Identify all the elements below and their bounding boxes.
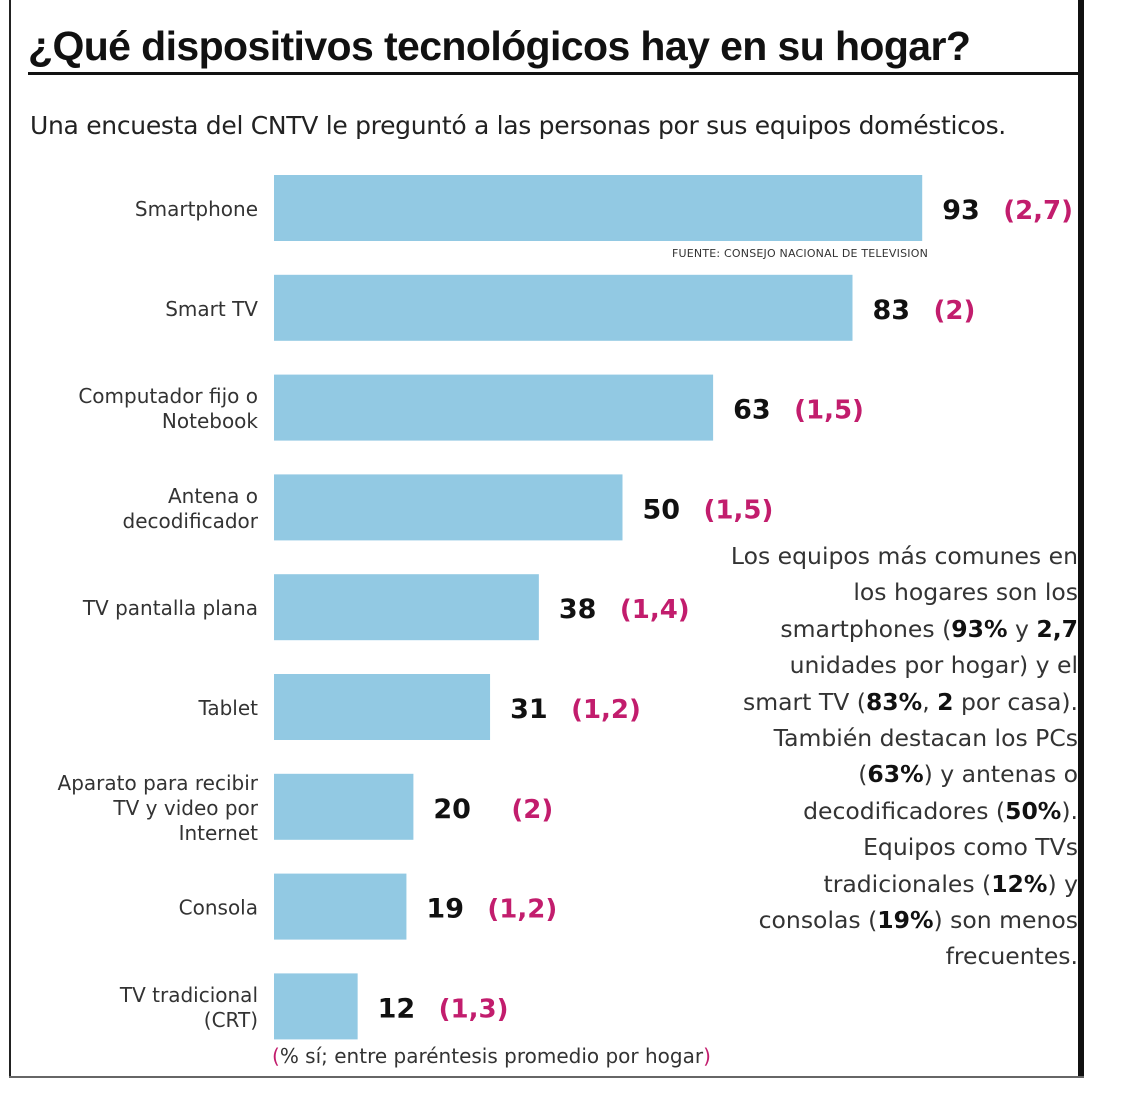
category-label-2-line-0: Computador fijo o <box>78 384 258 408</box>
annotation-segment: Los equipos más comunes en los hogares s… <box>730 542 1078 643</box>
value-label-8: 12 <box>378 993 416 1024</box>
annotation-highlight: 2 <box>937 687 954 716</box>
category-label-0: Smartphone <box>135 197 258 221</box>
annotation-segment: ) y antenas o decodificadores ( <box>803 760 1078 825</box>
bar-4 <box>274 574 539 641</box>
average-label-2: (1,5) <box>794 396 864 426</box>
annotation-highlight: 12% <box>991 869 1048 898</box>
average-label-0: (2,7) <box>1003 196 1073 226</box>
chart-subtitle: Una encuesta del CNTV le preguntó a las … <box>30 111 1006 140</box>
average-label-1: (2) <box>934 296 976 326</box>
annotation-highlight: 2,7 <box>1036 614 1078 643</box>
value-label-4: 38 <box>559 594 597 625</box>
annotation-segment: unidades por hogar) y el smart TV ( <box>742 651 1078 716</box>
annotation-segment: , <box>922 687 938 716</box>
value-label-5: 31 <box>510 694 548 725</box>
value-label-2: 63 <box>733 395 771 426</box>
category-label-6-line-1: TV y video por <box>112 796 258 820</box>
average-label-5: (1,2) <box>571 695 641 725</box>
annotation-highlight: 19% <box>877 906 934 935</box>
bar-0 <box>274 175 923 241</box>
annotation-highlight: 63% <box>867 760 924 789</box>
annotation-segment: por casa). También destacan los PCs ( <box>773 687 1078 789</box>
bar-1 <box>274 274 853 341</box>
category-label-7: Consola <box>179 896 258 920</box>
frame-left-border <box>9 0 11 1078</box>
value-label-1: 83 <box>873 295 911 326</box>
value-label-3: 50 <box>643 494 681 525</box>
value-label-0: 93 <box>942 195 980 226</box>
source-credit: FUENTE: CONSEJO NACIONAL DE TELEVISION <box>672 247 928 260</box>
average-label-4: (1,4) <box>620 595 690 625</box>
annotation-segment: ) y consolas ( <box>758 869 1078 935</box>
annotation-text: Los equipos más comunes en los hogares s… <box>720 538 1078 975</box>
category-label-8-line-1: (CRT) <box>204 1008 258 1032</box>
annotation-highlight: 50% <box>1005 796 1062 825</box>
category-label-3-line-1: decodificador <box>123 509 259 533</box>
footnote-open-paren: ( <box>272 1044 280 1068</box>
annotation-segment: ) son menos frecuentes. <box>933 906 1079 971</box>
frame-right-border <box>1078 0 1084 1078</box>
category-label-8-line-0: TV tradicional <box>119 983 258 1007</box>
chart-footnote: (% sí; entre paréntesis promedio por hog… <box>272 1044 711 1068</box>
category-label-2-line-1: Notebook <box>162 409 259 433</box>
bar-5 <box>274 674 491 740</box>
category-label-5: Tablet <box>197 696 258 720</box>
bar-3 <box>274 474 623 541</box>
bar-8 <box>274 973 358 1040</box>
category-label-4: TV pantalla plana <box>82 596 258 620</box>
bar-7 <box>274 873 407 940</box>
category-label-6-line-0: Aparato para recibir <box>58 771 259 795</box>
average-label-6: (2) <box>511 795 553 825</box>
average-label-8: (1,3) <box>439 994 509 1024</box>
average-label-3: (1,5) <box>704 495 774 525</box>
category-label-1: Smart TV <box>165 297 258 321</box>
annotation-highlight: 83% <box>865 687 923 716</box>
bar-2 <box>274 374 714 441</box>
annotation-segment: ). Equipos como TVs tradicionales ( <box>823 796 1078 898</box>
category-label-3-line-0: Antena o <box>168 484 258 508</box>
value-label-6: 20 <box>433 794 471 825</box>
annotation-segment: y <box>1007 614 1037 643</box>
chart-title: ¿Qué dispositivos tecnológicos hay en su… <box>28 23 971 69</box>
footnote-close-paren: ) <box>703 1044 711 1068</box>
frame-bottom-border <box>9 1076 1084 1078</box>
average-label-7: (1,2) <box>487 895 557 925</box>
annotation-highlight: 93% <box>951 614 1008 643</box>
bar-6 <box>274 773 414 840</box>
footnote-text: % sí; entre paréntesis promedio por hoga… <box>279 1044 704 1068</box>
category-label-6-line-2: Internet <box>179 821 259 845</box>
value-label-7: 19 <box>426 894 464 925</box>
title-rule <box>28 72 1080 75</box>
